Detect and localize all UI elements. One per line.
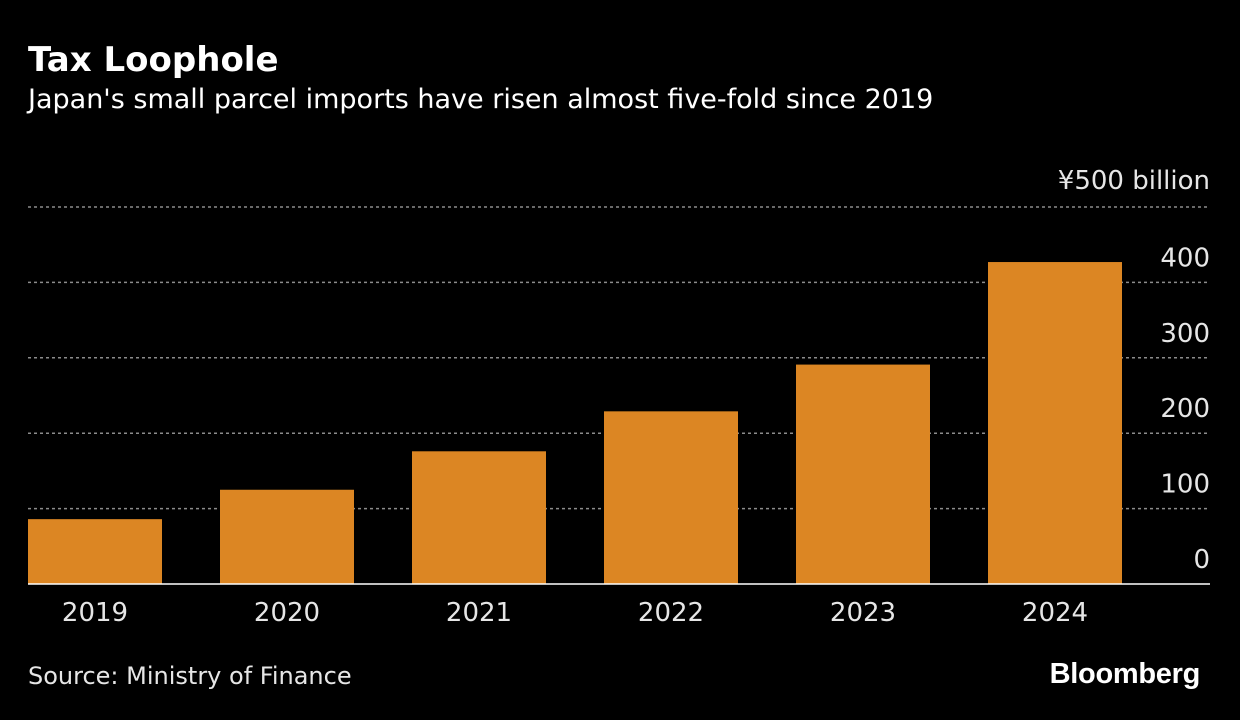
bar-2021 [412,451,546,584]
y-tick-label-300: 300 [1160,319,1210,349]
bar-2024 [988,262,1122,584]
bar-2023 [796,364,930,584]
axes: 0 100 200 300 400 ¥500 billion 2019 2020 2021 202… [28,166,1210,628]
bars [28,262,1122,584]
x-tick-label-2024: 2024 [1022,598,1088,628]
x-tick-label-2022: 2022 [638,598,704,628]
y-tick-label-200: 200 [1160,394,1210,424]
chart-subtitle: Japan's small parcel imports have risen … [28,84,934,115]
bar-2020 [220,489,354,584]
y-tick-label-100: 100 [1160,470,1210,500]
bar-2019 [28,519,162,584]
y-tick-label-400: 400 [1160,243,1210,273]
x-tick-label-2021: 2021 [446,598,512,628]
x-tick-label-2020: 2020 [254,598,320,628]
bar-2022 [604,411,738,584]
bloomberg-logo: Bloomberg [1049,658,1201,690]
y-tick-label-500: ¥500 billion [1058,166,1210,196]
source-note: Source: Ministry of Finance [28,662,352,690]
y-tick-label-0: 0 [1193,545,1210,575]
chart-title: Tax Loophole [28,40,279,80]
x-tick-label-2019: 2019 [62,598,128,628]
x-tick-label-2023: 2023 [830,598,896,628]
